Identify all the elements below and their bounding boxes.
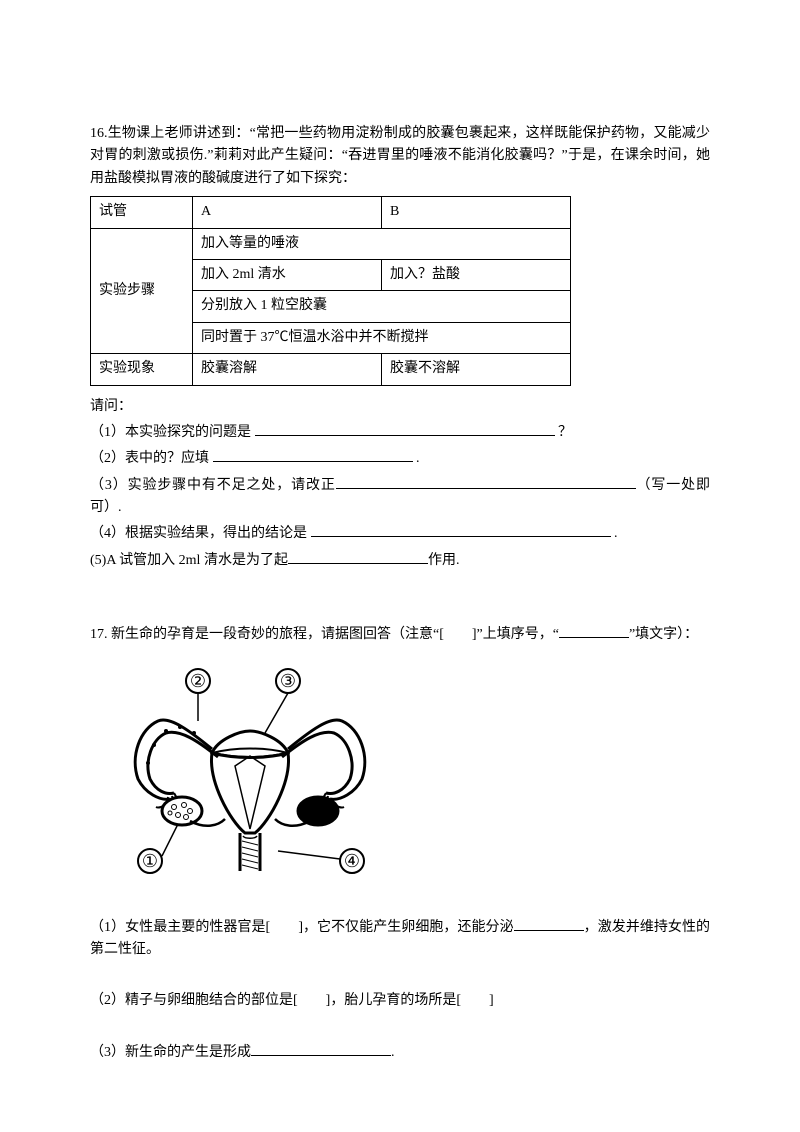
q17-sub3: （3）新生命的产生是形成. (90, 1041, 710, 1064)
cell-step2b: 加入？盐酸 (382, 259, 571, 290)
q16-sub5: (5)A 试管加入 2ml 清水是为了起 作用. (90, 549, 710, 572)
cell-step4: 同时置于 37℃恒温水浴中并不断搅拌 (193, 322, 571, 353)
experiment-table: 试管 A B 实验步骤 加入等量的唾液 加入 2ml 清水 加入？盐酸 分别放入… (90, 196, 571, 385)
q16-sub4: （4）根据实验结果，得出的结论是 . (90, 522, 710, 545)
cell-r1c3: B (382, 197, 571, 228)
cell-step3: 分别放入 1 粒空胶囊 (193, 291, 571, 322)
reproductive-diagram: ② ③ ① ④ (90, 661, 710, 891)
q17-sub1: （1）女性最主要的性器官是[ ]，它不仅能产生卵细胞，还能分泌，激发并维持女性的… (90, 916, 710, 962)
cell-r3c1: 实验现象 (91, 354, 193, 385)
q16-sub2: （2）表中的？应填 . (90, 447, 710, 470)
blank (559, 623, 629, 638)
q17-1a: （1）女性最主要的性器官是[ ]，它不仅能产生卵细胞，还能分泌 (90, 920, 514, 935)
q17-intro: 17. 新生命的孕育是一段奇妙的旅程，请据图回答（注意“[ ]”上填序号，“ ”填… (90, 623, 710, 646)
label-4: ④ (344, 851, 360, 871)
q16-1-pre: （1）本实验探究的问题是 (90, 425, 255, 440)
blank (251, 1041, 391, 1056)
q16-2-suf: . (413, 451, 420, 466)
qingwen: 请问： (90, 396, 710, 418)
label-3: ③ (280, 671, 296, 691)
q16-sub1: （1）本实验探究的问题是 ？ (90, 421, 710, 444)
cell-r1c1: 试管 (91, 197, 193, 228)
cell-r3c3: 胶囊不溶解 (382, 354, 571, 385)
blank (288, 549, 428, 564)
q16-intro: 16.生物课上老师讲述到：“常把一些药物用淀粉制成的胶囊包裹起来，这样既能保护药… (90, 123, 710, 190)
cell-step2a: 加入 2ml 清水 (193, 259, 382, 290)
q17-intro-a: 17. 新生命的孕育是一段奇妙的旅程，请据图回答（注意“[ ]”上填序号，“ (90, 627, 559, 642)
q16-5-suf: 作用. (428, 553, 460, 568)
cell-step1: 加入等量的唾液 (193, 228, 571, 259)
q16-4-suf: . (611, 526, 618, 541)
blank (255, 421, 555, 436)
q17-sub2: （2）精子与卵细胞结合的部位是[ ]，胎儿孕育的场所是[ ] (90, 990, 710, 1012)
label-1: ① (142, 851, 158, 871)
q17-intro-b: ”填文字）： (629, 627, 698, 642)
q16-1-suf: ？ (555, 425, 573, 440)
blank (336, 474, 636, 489)
q16-sub3: （3）实验步骤中有不足之处，请改正（写一处即可）. (90, 474, 710, 520)
blank (514, 916, 584, 931)
label-2: ② (190, 671, 206, 691)
blank (213, 447, 413, 462)
cell-r3c2: 胶囊溶解 (193, 354, 382, 385)
question-17: 17. 新生命的孕育是一段奇妙的旅程，请据图回答（注意“[ ]”上填序号，“ ”填… (90, 623, 710, 1065)
blank (311, 522, 611, 537)
q17-3a: （3）新生命的产生是形成 (90, 1045, 251, 1060)
cell-r1c2: A (193, 197, 382, 228)
q16-3-pre: （3）实验步骤中有不足之处，请改正 (90, 478, 336, 493)
q17-3b: . (391, 1045, 395, 1060)
q16-2-pre: （2）表中的？应填 (90, 451, 213, 466)
cell-steps-label: 实验步骤 (91, 228, 193, 354)
q16-5-pre: (5)A 试管加入 2ml 清水是为了起 (90, 553, 288, 568)
question-16: 16.生物课上老师讲述到：“常把一些药物用淀粉制成的胶囊包裹起来，这样既能保护药… (90, 123, 710, 572)
diagram-svg: ② ③ ① ④ (90, 661, 420, 891)
q16-4-pre: （4）根据实验结果，得出的结论是 (90, 526, 311, 541)
